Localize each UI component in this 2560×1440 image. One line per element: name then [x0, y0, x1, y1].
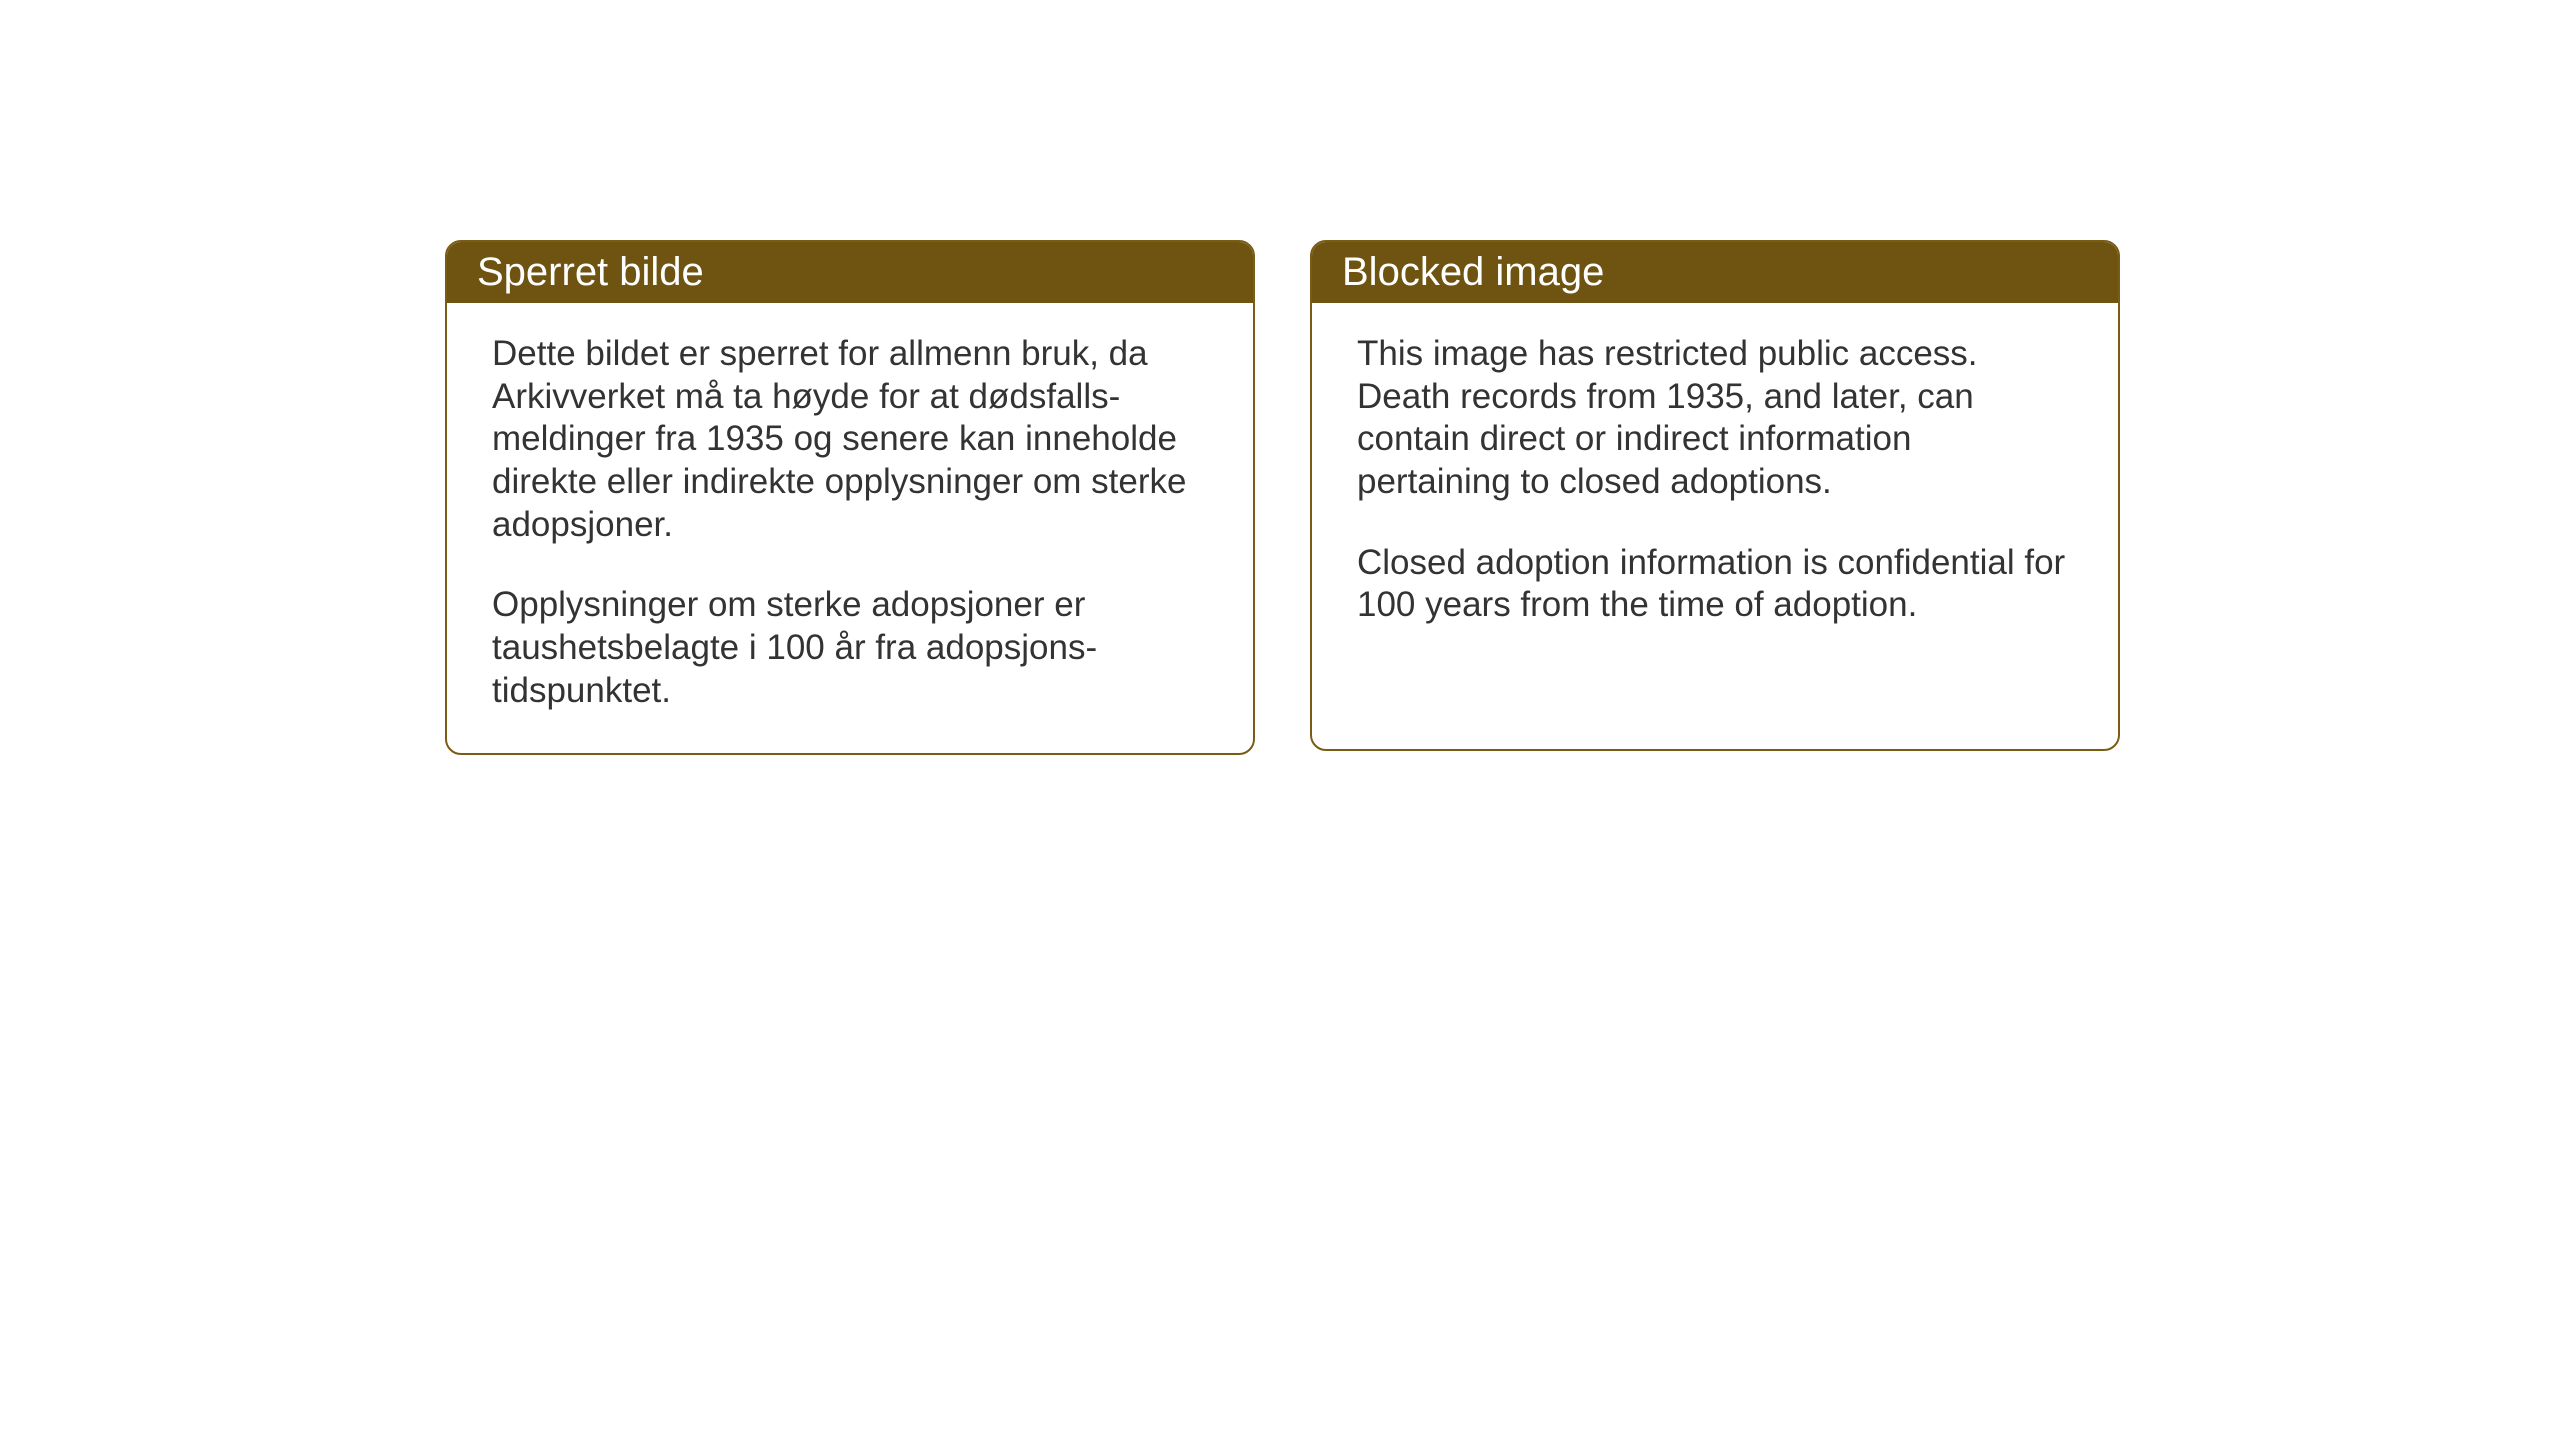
- english-card-body: This image has restricted public access.…: [1312, 303, 2118, 667]
- norwegian-paragraph-1: Dette bildet er sperret for allmenn bruk…: [492, 333, 1208, 546]
- english-card-title: Blocked image: [1312, 242, 2118, 303]
- english-notice-card: Blocked image This image has restricted …: [1310, 240, 2120, 751]
- norwegian-paragraph-2: Opplysninger om sterke adopsjoner er tau…: [492, 584, 1208, 712]
- english-paragraph-2: Closed adoption information is confident…: [1357, 542, 2073, 627]
- norwegian-card-body: Dette bildet er sperret for allmenn bruk…: [447, 303, 1253, 753]
- english-paragraph-1: This image has restricted public access.…: [1357, 333, 2073, 504]
- notice-container: Sperret bilde Dette bildet er sperret fo…: [445, 240, 2120, 755]
- norwegian-notice-card: Sperret bilde Dette bildet er sperret fo…: [445, 240, 1255, 755]
- norwegian-card-title: Sperret bilde: [447, 242, 1253, 303]
